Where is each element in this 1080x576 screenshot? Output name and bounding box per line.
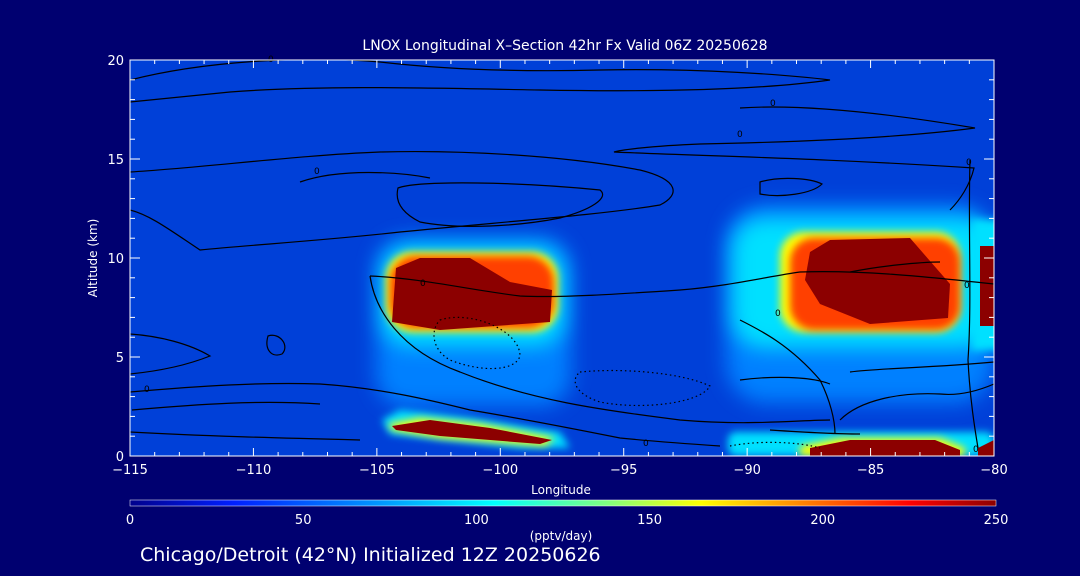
contour-label: 0 <box>973 445 979 455</box>
contour-label: 0 <box>770 99 776 109</box>
x-tick-label: −80 <box>980 463 1007 478</box>
y-tick-label: 20 <box>107 54 124 69</box>
x-tick-label: −105 <box>359 463 395 478</box>
heatmap-cell-east-surface <box>728 432 994 456</box>
contour-label: 0 <box>420 279 426 289</box>
x-tick-label: −95 <box>610 463 637 478</box>
contour-label: 0 <box>964 281 970 291</box>
heatmap-cell-west-surface <box>382 410 570 448</box>
x-tick-label: −100 <box>482 463 518 478</box>
chart-title: LNOX Longitudinal X–Section 42hr Fx Vali… <box>362 38 767 54</box>
contour-label: 0 <box>775 309 781 319</box>
contour-label: 0 <box>643 439 649 449</box>
heatmap-cell-west-upper <box>376 238 571 406</box>
colorbar-tick-label: 50 <box>295 513 312 528</box>
x-axis-title: Longitude <box>531 483 591 497</box>
colorbar <box>129 499 997 507</box>
y-tick-label: 15 <box>107 153 124 168</box>
colorbar-tick-label: 250 <box>984 513 1009 528</box>
heatmap-cell-east-upper <box>726 205 994 403</box>
y-axis-ticks: 0 5 10 15 20 <box>107 54 994 465</box>
y-tick-label: 10 <box>107 252 124 267</box>
contour-label: 0 <box>966 158 972 168</box>
contour-layer <box>130 60 994 449</box>
colorbar-tick-label: 0 <box>126 513 134 528</box>
colorbar-tick-label: 150 <box>637 513 662 528</box>
y-tick-label: 0 <box>116 450 124 465</box>
colorbar-label: (pptv/day) <box>530 529 593 543</box>
y-tick-label: 5 <box>116 351 124 366</box>
x-axis-ticks: −115 −110 −105 −100 −95 −90 −85 −80 <box>112 60 1008 478</box>
heatmap-layer <box>376 205 994 456</box>
x-tick-label: −85 <box>857 463 884 478</box>
contour-label: 0 <box>144 385 150 395</box>
x-tick-label: −110 <box>236 463 272 478</box>
subtitle: Chicago/Detroit (42°N) Initialized 12Z 2… <box>140 544 601 566</box>
x-tick-label: −115 <box>112 463 148 478</box>
colorbar-ticks: 0 50 100 150 200 250 <box>126 513 1009 528</box>
y-axis-title: Altitude (km) <box>86 219 100 298</box>
x-tick-label: −90 <box>733 463 760 478</box>
colorbar-tick-label: 200 <box>810 513 835 528</box>
contour-label: 0 <box>314 167 320 177</box>
colorbar-tick-label: 100 <box>464 513 489 528</box>
contour-label: 0 <box>737 130 743 140</box>
